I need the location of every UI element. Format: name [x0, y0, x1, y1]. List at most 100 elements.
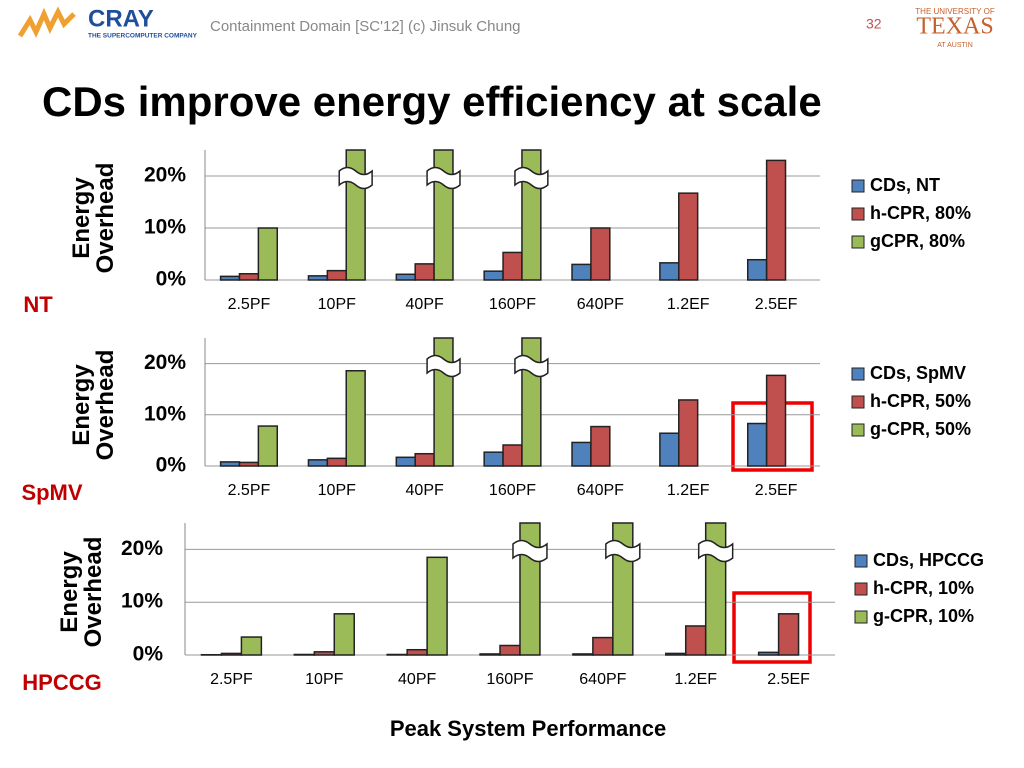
legend-swatch — [851, 423, 865, 437]
legend-label: CDs, HPCCG — [873, 550, 984, 570]
page-number: 32 — [866, 16, 882, 32]
y-tick-label: 0% — [156, 268, 187, 291]
legend-swatch — [854, 610, 868, 624]
logo-line: THE UNIVERSITY OF — [915, 7, 995, 16]
x-tick-label: 1.2EF — [667, 296, 710, 313]
bar — [502, 251, 523, 281]
bar — [757, 651, 780, 656]
axis-break — [697, 539, 734, 563]
bar — [590, 425, 611, 467]
y-tick-label: 20% — [144, 351, 186, 374]
bar — [502, 444, 523, 467]
x-tick-label: 2.5PF — [228, 482, 271, 499]
x-tick-label: 40PF — [406, 482, 444, 499]
bar — [765, 159, 787, 281]
legend-label: h-CPR, 10% — [873, 578, 974, 598]
x-axis-label: Peak System Performance — [390, 716, 666, 741]
axis-break — [514, 354, 549, 378]
y-axis-label: Energy Overhead — [68, 349, 119, 461]
bar — [307, 459, 329, 467]
bar — [665, 652, 687, 656]
x-tick-label: 40PF — [406, 296, 444, 313]
bar — [395, 273, 416, 281]
bar — [684, 625, 707, 656]
y-tick-label: 20% — [144, 164, 186, 187]
legend-label: g-CPR, 50% — [870, 419, 971, 439]
legend-swatch — [854, 554, 868, 568]
axis-break — [512, 539, 548, 563]
bar — [426, 556, 448, 656]
bar — [590, 227, 611, 281]
y-tick-label: 10% — [121, 590, 163, 613]
bar — [483, 270, 504, 281]
legend-swatch — [851, 367, 865, 381]
logo-line: AT AUSTIN — [937, 42, 973, 49]
y-tick-label: 0% — [156, 454, 187, 477]
x-tick-label: 2.5EF — [767, 671, 810, 688]
bar — [313, 651, 336, 656]
y-tick-label: 0% — [133, 643, 164, 666]
bar — [678, 192, 699, 281]
chart-label: HPCCG — [22, 670, 101, 695]
bar — [345, 370, 366, 467]
x-tick-label: 2.5PF — [210, 671, 253, 688]
y-axis-label: Energy Overhead — [56, 536, 107, 648]
highlight-box — [732, 591, 812, 664]
legend-label: gCPR, 80% — [870, 231, 965, 251]
legend-swatch — [851, 395, 865, 409]
x-tick-label: 1.2EF — [667, 482, 710, 499]
legend-label: h-CPR, 50% — [870, 391, 971, 411]
legend-swatch — [851, 207, 865, 221]
x-tick-label: 2.5EF — [755, 296, 798, 313]
y-tick-label: 10% — [144, 402, 186, 425]
axis-break — [514, 166, 549, 190]
legend-swatch — [851, 179, 865, 193]
logo-line: TEXAS — [916, 14, 993, 40]
x-tick-label: 10PF — [305, 671, 343, 688]
bar — [414, 452, 435, 467]
x-tick-label: 10PF — [318, 296, 356, 313]
bar — [219, 461, 241, 467]
legend-label: h-CPR, 80% — [870, 203, 971, 223]
chart-label: NT — [23, 292, 53, 317]
bar — [333, 613, 355, 656]
x-tick-label: 10PF — [318, 482, 356, 499]
bar — [293, 653, 316, 656]
x-tick-label: 1.2EF — [674, 671, 717, 688]
y-axis-label: Energy Overhead — [68, 162, 119, 274]
bar — [307, 275, 329, 281]
x-tick-label: 2.5EF — [755, 482, 798, 499]
x-tick-label: 640PF — [577, 296, 624, 313]
bar — [240, 636, 263, 656]
bar — [326, 457, 347, 467]
bar — [592, 636, 614, 656]
y-tick-label: 20% — [121, 537, 163, 560]
axis-break — [338, 166, 373, 190]
logo-tagline: THE SUPERCOMPUTER COMPANY — [88, 33, 198, 40]
bar — [479, 653, 501, 656]
legend-swatch — [854, 582, 868, 596]
x-tick-label: 2.5PF — [228, 296, 271, 313]
legend-swatch — [851, 235, 865, 249]
bar — [765, 374, 787, 467]
bar — [238, 461, 260, 467]
legend-label: CDs, SpMV — [870, 363, 966, 383]
bar — [571, 441, 592, 467]
y-tick-label: 10% — [144, 216, 186, 239]
bar — [326, 269, 347, 281]
bar — [659, 262, 680, 281]
axis-break — [426, 166, 461, 190]
bar — [499, 644, 521, 656]
axis-break — [426, 354, 461, 378]
bar — [406, 648, 428, 656]
bar — [386, 653, 408, 656]
x-tick-label: 160PF — [489, 296, 536, 313]
bar — [571, 263, 592, 281]
slide-title: CDs improve energy efficiency at scale — [42, 78, 822, 125]
x-tick-label: 640PF — [577, 482, 624, 499]
legend-label: g-CPR, 10% — [873, 606, 974, 626]
x-tick-label: 40PF — [398, 671, 436, 688]
x-tick-label: 640PF — [579, 671, 626, 688]
bar — [238, 273, 260, 281]
